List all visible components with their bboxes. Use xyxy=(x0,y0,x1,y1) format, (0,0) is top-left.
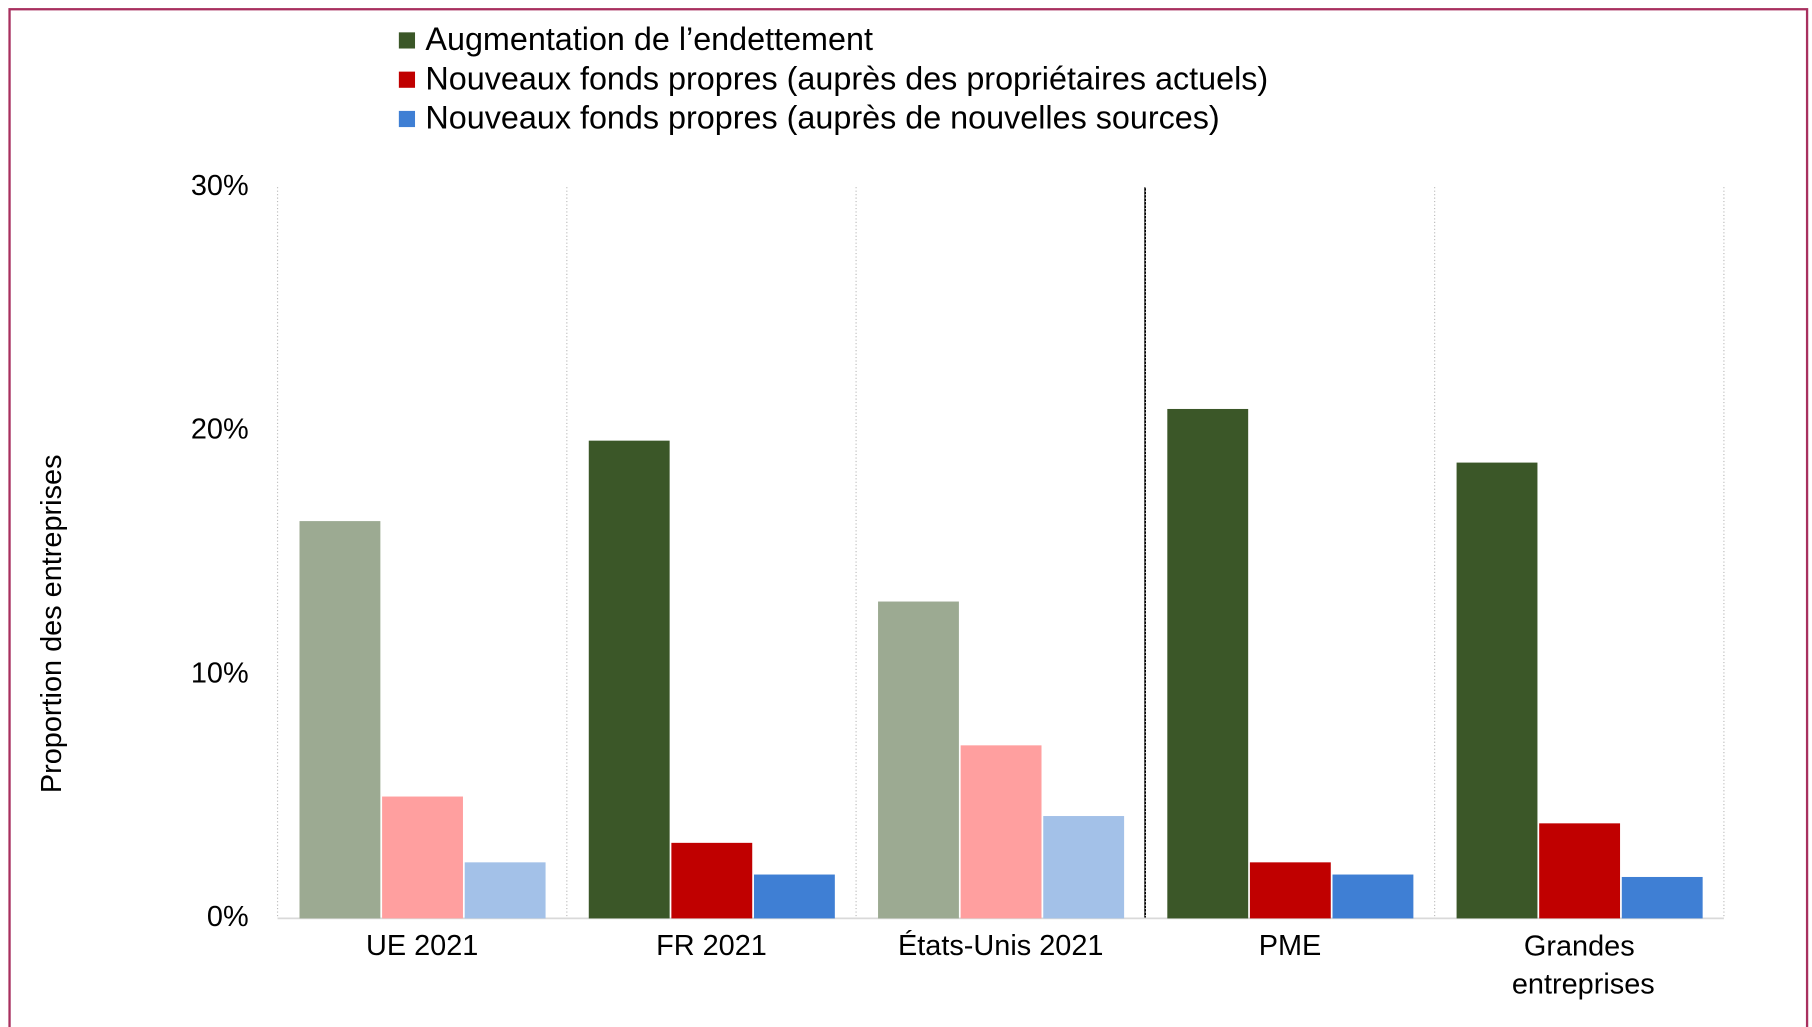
x-tick-label-line: Grandes xyxy=(1524,930,1635,962)
bar xyxy=(1043,816,1125,919)
bar xyxy=(671,842,753,919)
legend-swatch xyxy=(398,110,416,128)
legend-swatch xyxy=(398,71,416,88)
x-tick-label-line: entreprises xyxy=(1504,968,1655,1000)
bar xyxy=(1456,462,1538,919)
bar xyxy=(382,796,463,919)
bar xyxy=(960,745,1042,919)
y-tick-label: 0% xyxy=(207,901,249,933)
legend-label: Augmentation de l’endettement xyxy=(425,21,873,57)
bar xyxy=(464,862,546,919)
x-tick-label: PME xyxy=(1259,930,1322,962)
bar xyxy=(1249,862,1331,919)
frame xyxy=(8,8,1809,1027)
x-tick-label: Grandes entreprises xyxy=(1504,930,1655,1000)
bar xyxy=(588,440,670,919)
y-tick-label: 10% xyxy=(191,657,249,689)
bar xyxy=(1621,876,1703,919)
bar xyxy=(753,874,835,919)
bar xyxy=(878,601,959,919)
y-axis-title: Proportion des entreprises xyxy=(36,454,68,793)
x-tick-label: UE 2021 xyxy=(366,930,478,962)
y-tick-label: 20% xyxy=(191,414,249,446)
bar xyxy=(1332,874,1414,919)
legend-swatch xyxy=(398,32,416,49)
bar xyxy=(1539,823,1621,919)
y-tick-label: 30% xyxy=(191,170,249,202)
legend-label: Nouveaux fonds propres (auprès de nouvel… xyxy=(425,100,1219,136)
bar xyxy=(1167,408,1249,919)
bar xyxy=(299,521,381,919)
legend-label: Nouveaux fonds propres (auprès des propr… xyxy=(425,60,1268,96)
x-tick-label: États-Unis 2021 xyxy=(898,929,1103,962)
x-tick-label: FR 2021 xyxy=(656,930,767,962)
